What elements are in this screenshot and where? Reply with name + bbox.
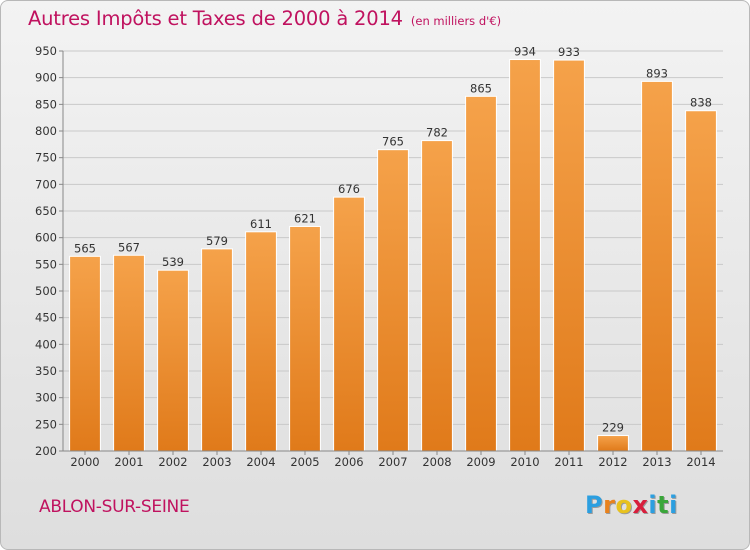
bar [201, 248, 233, 452]
x-tick-label: 2005 [290, 455, 319, 469]
bar [377, 149, 409, 452]
x-tick-label: 2008 [422, 455, 451, 469]
data-label: 229 [602, 421, 624, 435]
bar [553, 59, 585, 452]
data-label: 765 [382, 135, 404, 149]
y-tick-label: 550 [35, 257, 57, 271]
y-tick-label: 400 [35, 337, 57, 351]
bar [245, 231, 277, 452]
data-label: 838 [690, 96, 712, 110]
logo-letter: o [615, 491, 633, 519]
bar [641, 80, 673, 452]
bar [157, 269, 189, 452]
labels: 200 250 300 350 400 450 500 550 600 650 700 750 800 8… [35, 44, 716, 469]
x-tick-label: 2013 [642, 455, 671, 469]
y-tick-label: 600 [35, 231, 57, 245]
data-label: 933 [558, 45, 580, 59]
x-tick-label: 2012 [598, 455, 627, 469]
x-tick-label: 2010 [510, 455, 539, 469]
y-tick-label: 650 [35, 204, 57, 218]
x-tick-label: 2001 [114, 455, 143, 469]
bar [509, 59, 541, 452]
y-tick-label: 700 [35, 177, 57, 191]
x-tick-label: 2011 [554, 455, 583, 469]
chart-title-main: Autres Impôts et Taxes de 2000 à 2014 [28, 7, 403, 30]
logo-letter: t [657, 491, 670, 519]
y-tick-label: 800 [35, 124, 57, 138]
y-tick-label: 250 [35, 417, 57, 431]
data-label: 567 [118, 240, 140, 254]
proxiti-logo: Proxiti [585, 491, 678, 519]
x-tick-label: 2002 [158, 455, 187, 469]
data-label: 676 [338, 182, 360, 196]
data-label: 539 [162, 255, 184, 269]
data-label: 893 [646, 66, 668, 80]
data-label: 865 [470, 81, 492, 95]
bar [113, 254, 145, 452]
data-label: 782 [426, 126, 448, 140]
logo-letter: i [648, 491, 658, 519]
y-tick-label: 300 [35, 391, 57, 405]
x-tick-label: 2006 [334, 455, 363, 469]
bar [289, 225, 321, 452]
data-label: 934 [514, 45, 536, 59]
logo-letter: P [585, 491, 604, 519]
chart-title-unit: (en milliers d'€) [410, 14, 502, 28]
chart-title: Autres Impôts et Taxes de 2000 à 2014 (en… [28, 7, 501, 30]
y-tick-label: 950 [35, 44, 57, 58]
bars [69, 59, 717, 452]
commune-name: ABLON-SUR-SEINE [39, 497, 190, 517]
data-label: 611 [250, 217, 272, 231]
x-tick-label: 2004 [246, 455, 275, 469]
y-tick-label: 200 [35, 444, 57, 458]
x-tick-label: 2007 [378, 455, 407, 469]
data-label: 579 [206, 234, 228, 248]
bar [333, 196, 365, 452]
y-tick-label: 500 [35, 284, 57, 298]
bar [685, 110, 717, 452]
x-tick-label: 2014 [686, 455, 715, 469]
bar [421, 140, 453, 452]
bar [69, 255, 101, 452]
y-tick-label: 450 [35, 311, 57, 325]
data-label: 621 [294, 211, 316, 225]
x-tick-label: 2009 [466, 455, 495, 469]
y-tick-label: 750 [35, 151, 57, 165]
y-tick-label: 350 [35, 364, 57, 378]
logo-letter: i [669, 491, 678, 519]
data-label: 565 [74, 241, 96, 255]
bar [465, 95, 497, 452]
axes [59, 50, 723, 455]
y-tick-label: 850 [35, 97, 57, 111]
logo-letter: x [632, 491, 649, 519]
bar [597, 435, 629, 452]
x-tick-label: 2003 [202, 455, 231, 469]
logo-letter: r [603, 491, 616, 519]
x-tick-label: 2000 [70, 455, 99, 469]
y-tick-label: 900 [35, 71, 57, 85]
